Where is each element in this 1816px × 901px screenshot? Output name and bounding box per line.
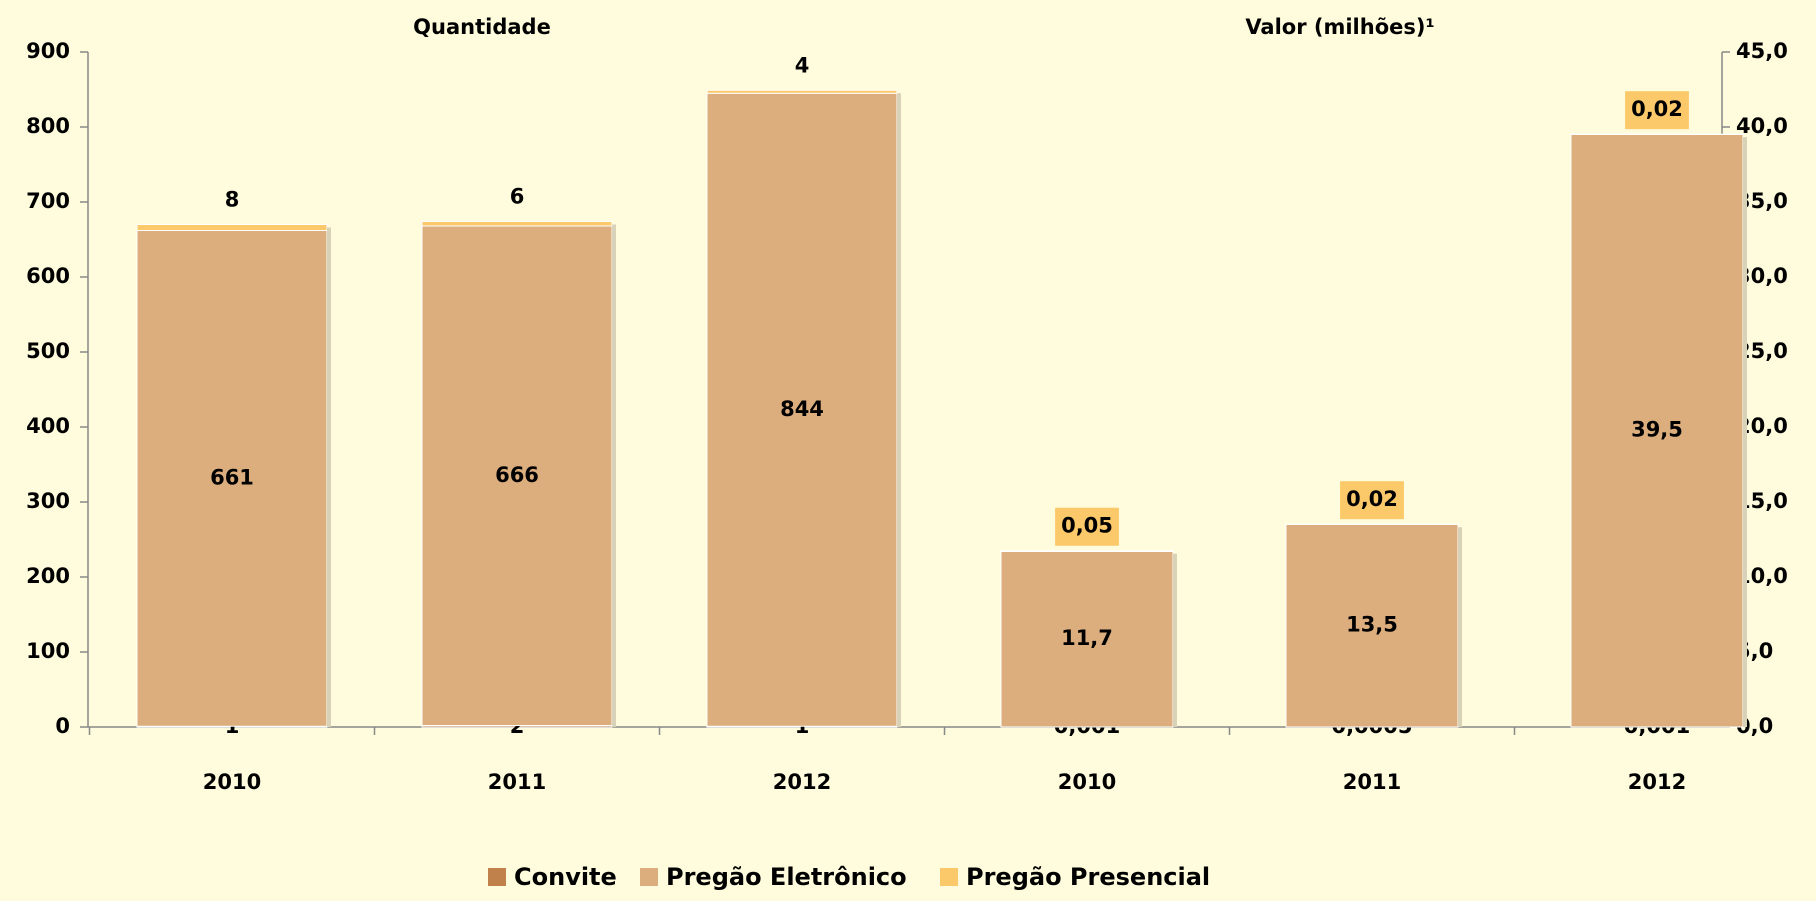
bar-segment (706, 92, 898, 727)
x-tick-label: 2012 (773, 770, 831, 794)
y2-tick-label: 40,0 (1736, 114, 1788, 138)
bar-shadow (1173, 553, 1177, 727)
y-tick-label: 600 (26, 264, 70, 288)
x-tick-label: 2010 (203, 770, 261, 794)
x-tick-label: 2010 (1058, 770, 1116, 794)
value-label: 0,02 (1631, 97, 1683, 121)
y2-tick-label: 45,0 (1736, 39, 1788, 63)
legend-label: Pregão Eletrônico (666, 863, 907, 891)
bar-segment (706, 89, 898, 94)
y-tick-label: 500 (26, 339, 70, 363)
value-label-box (1055, 507, 1119, 546)
chart-title: Quantidade (413, 15, 551, 39)
legend-swatch (640, 868, 658, 886)
legend-label: Convite (514, 863, 617, 891)
bar-segment (136, 224, 328, 231)
value-label: 666 (495, 463, 539, 487)
y-tick-label: 300 (26, 489, 70, 513)
bar-segment (1570, 133, 1744, 728)
value-label: 13,5 (1346, 613, 1398, 637)
value-label: 4 (795, 53, 810, 77)
x-tick-label: 2011 (488, 770, 546, 794)
value-label: 11,7 (1061, 626, 1113, 650)
x-tick-label: 2011 (1343, 770, 1401, 794)
y-tick-label: 700 (26, 189, 70, 213)
bar-shadow (612, 224, 616, 727)
bar-shadow (897, 93, 901, 727)
value-label: 661 (210, 465, 254, 489)
y-tick-label: 800 (26, 114, 70, 138)
bar-shadow (1743, 137, 1747, 727)
value-label: 0,02 (1346, 487, 1398, 511)
value-label: 6 (510, 185, 525, 209)
value-label-box (1625, 91, 1689, 130)
chart-title: Valor (milhões)¹ (1245, 15, 1434, 39)
bar-shadow (327, 227, 331, 727)
y-tick-label: 0 (55, 714, 70, 738)
y-tick-label: 200 (26, 564, 70, 588)
y-tick-label: 400 (26, 414, 70, 438)
y-tick-label: 100 (26, 639, 70, 663)
legend-swatch (940, 868, 958, 886)
bar-segment (421, 221, 613, 227)
bar-segment (136, 230, 328, 727)
y-tick-label: 900 (26, 39, 70, 63)
value-label: 8 (225, 188, 240, 212)
bar-segment (1285, 523, 1459, 728)
bar-segment (1000, 550, 1174, 728)
bar-segment (421, 225, 613, 726)
legend-label: Pregão Presencial (966, 863, 1210, 891)
value-label: 0,05 (1061, 514, 1113, 538)
value-label-box (1340, 481, 1404, 520)
value-label: 39,5 (1631, 418, 1683, 442)
bar-shadow (1458, 527, 1462, 727)
value-label: 844 (780, 397, 824, 421)
legend-swatch (488, 868, 506, 886)
bar-segment (1000, 550, 1174, 552)
x-tick-label: 2012 (1628, 770, 1686, 794)
